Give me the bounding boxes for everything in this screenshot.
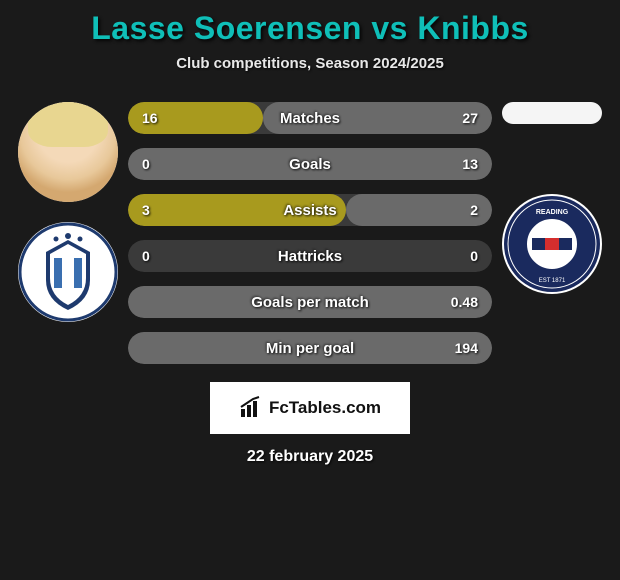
page-subtitle: Club competitions, Season 2024/2025 (0, 55, 620, 72)
player-avatar-right-placeholder (502, 102, 602, 124)
stat-label: Hattricks (278, 248, 342, 265)
stats-column: 16 Matches 27 0 Goals 13 3 Assists 2 0 Hattricks 0 G… (128, 102, 492, 364)
stat-value-right: 2 (470, 202, 478, 218)
comparison-card: Lasse Soerensen vs Knibbs Club competiti… (0, 0, 620, 466)
stat-row: 0 Goals 13 (128, 148, 492, 180)
left-column (8, 102, 128, 322)
badge-reading-icon: READING EST 1871 (502, 194, 602, 294)
stat-row: Goals per match 0.48 (128, 286, 492, 318)
player-avatar-left (18, 102, 118, 202)
stat-label: Goals per match (251, 294, 369, 311)
stat-value-right: 13 (462, 156, 478, 172)
right-column: READING EST 1871 (492, 102, 612, 294)
footer-date: 22 february 2025 (0, 448, 620, 466)
brand-chart-icon (239, 395, 265, 421)
svg-text:EST 1871: EST 1871 (539, 278, 566, 284)
stat-label: Assists (283, 202, 336, 219)
stat-row: Min per goal 194 (128, 332, 492, 364)
club-badge-right: READING EST 1871 (502, 194, 602, 294)
page-title: Lasse Soerensen vs Knibbs (0, 10, 620, 47)
stat-value-right: 0 (470, 248, 478, 264)
stat-label: Matches (280, 110, 340, 127)
stat-value-right: 194 (455, 340, 478, 356)
avatar-face-icon (18, 102, 118, 202)
main-area: 16 Matches 27 0 Goals 13 3 Assists 2 0 Hattricks 0 G… (0, 102, 620, 364)
stat-row: 0 Hattricks 0 (128, 240, 492, 272)
club-badge-left (18, 222, 118, 322)
badge-htfc-icon (18, 222, 118, 322)
stat-value-right: 0.48 (451, 294, 478, 310)
stat-value-left: 16 (142, 110, 158, 126)
stat-value-left: 3 (142, 202, 150, 218)
stat-value-right: 27 (462, 110, 478, 126)
stat-row: 16 Matches 27 (128, 102, 492, 134)
stat-value-left: 0 (142, 248, 150, 264)
stat-row: 3 Assists 2 (128, 194, 492, 226)
svg-text:READING: READING (536, 209, 569, 216)
stat-label: Min per goal (266, 340, 354, 357)
stat-value-left: 0 (142, 156, 150, 172)
stat-label: Goals (289, 156, 331, 173)
brand-box: FcTables.com (210, 382, 410, 434)
brand-text: FcTables.com (269, 398, 381, 418)
